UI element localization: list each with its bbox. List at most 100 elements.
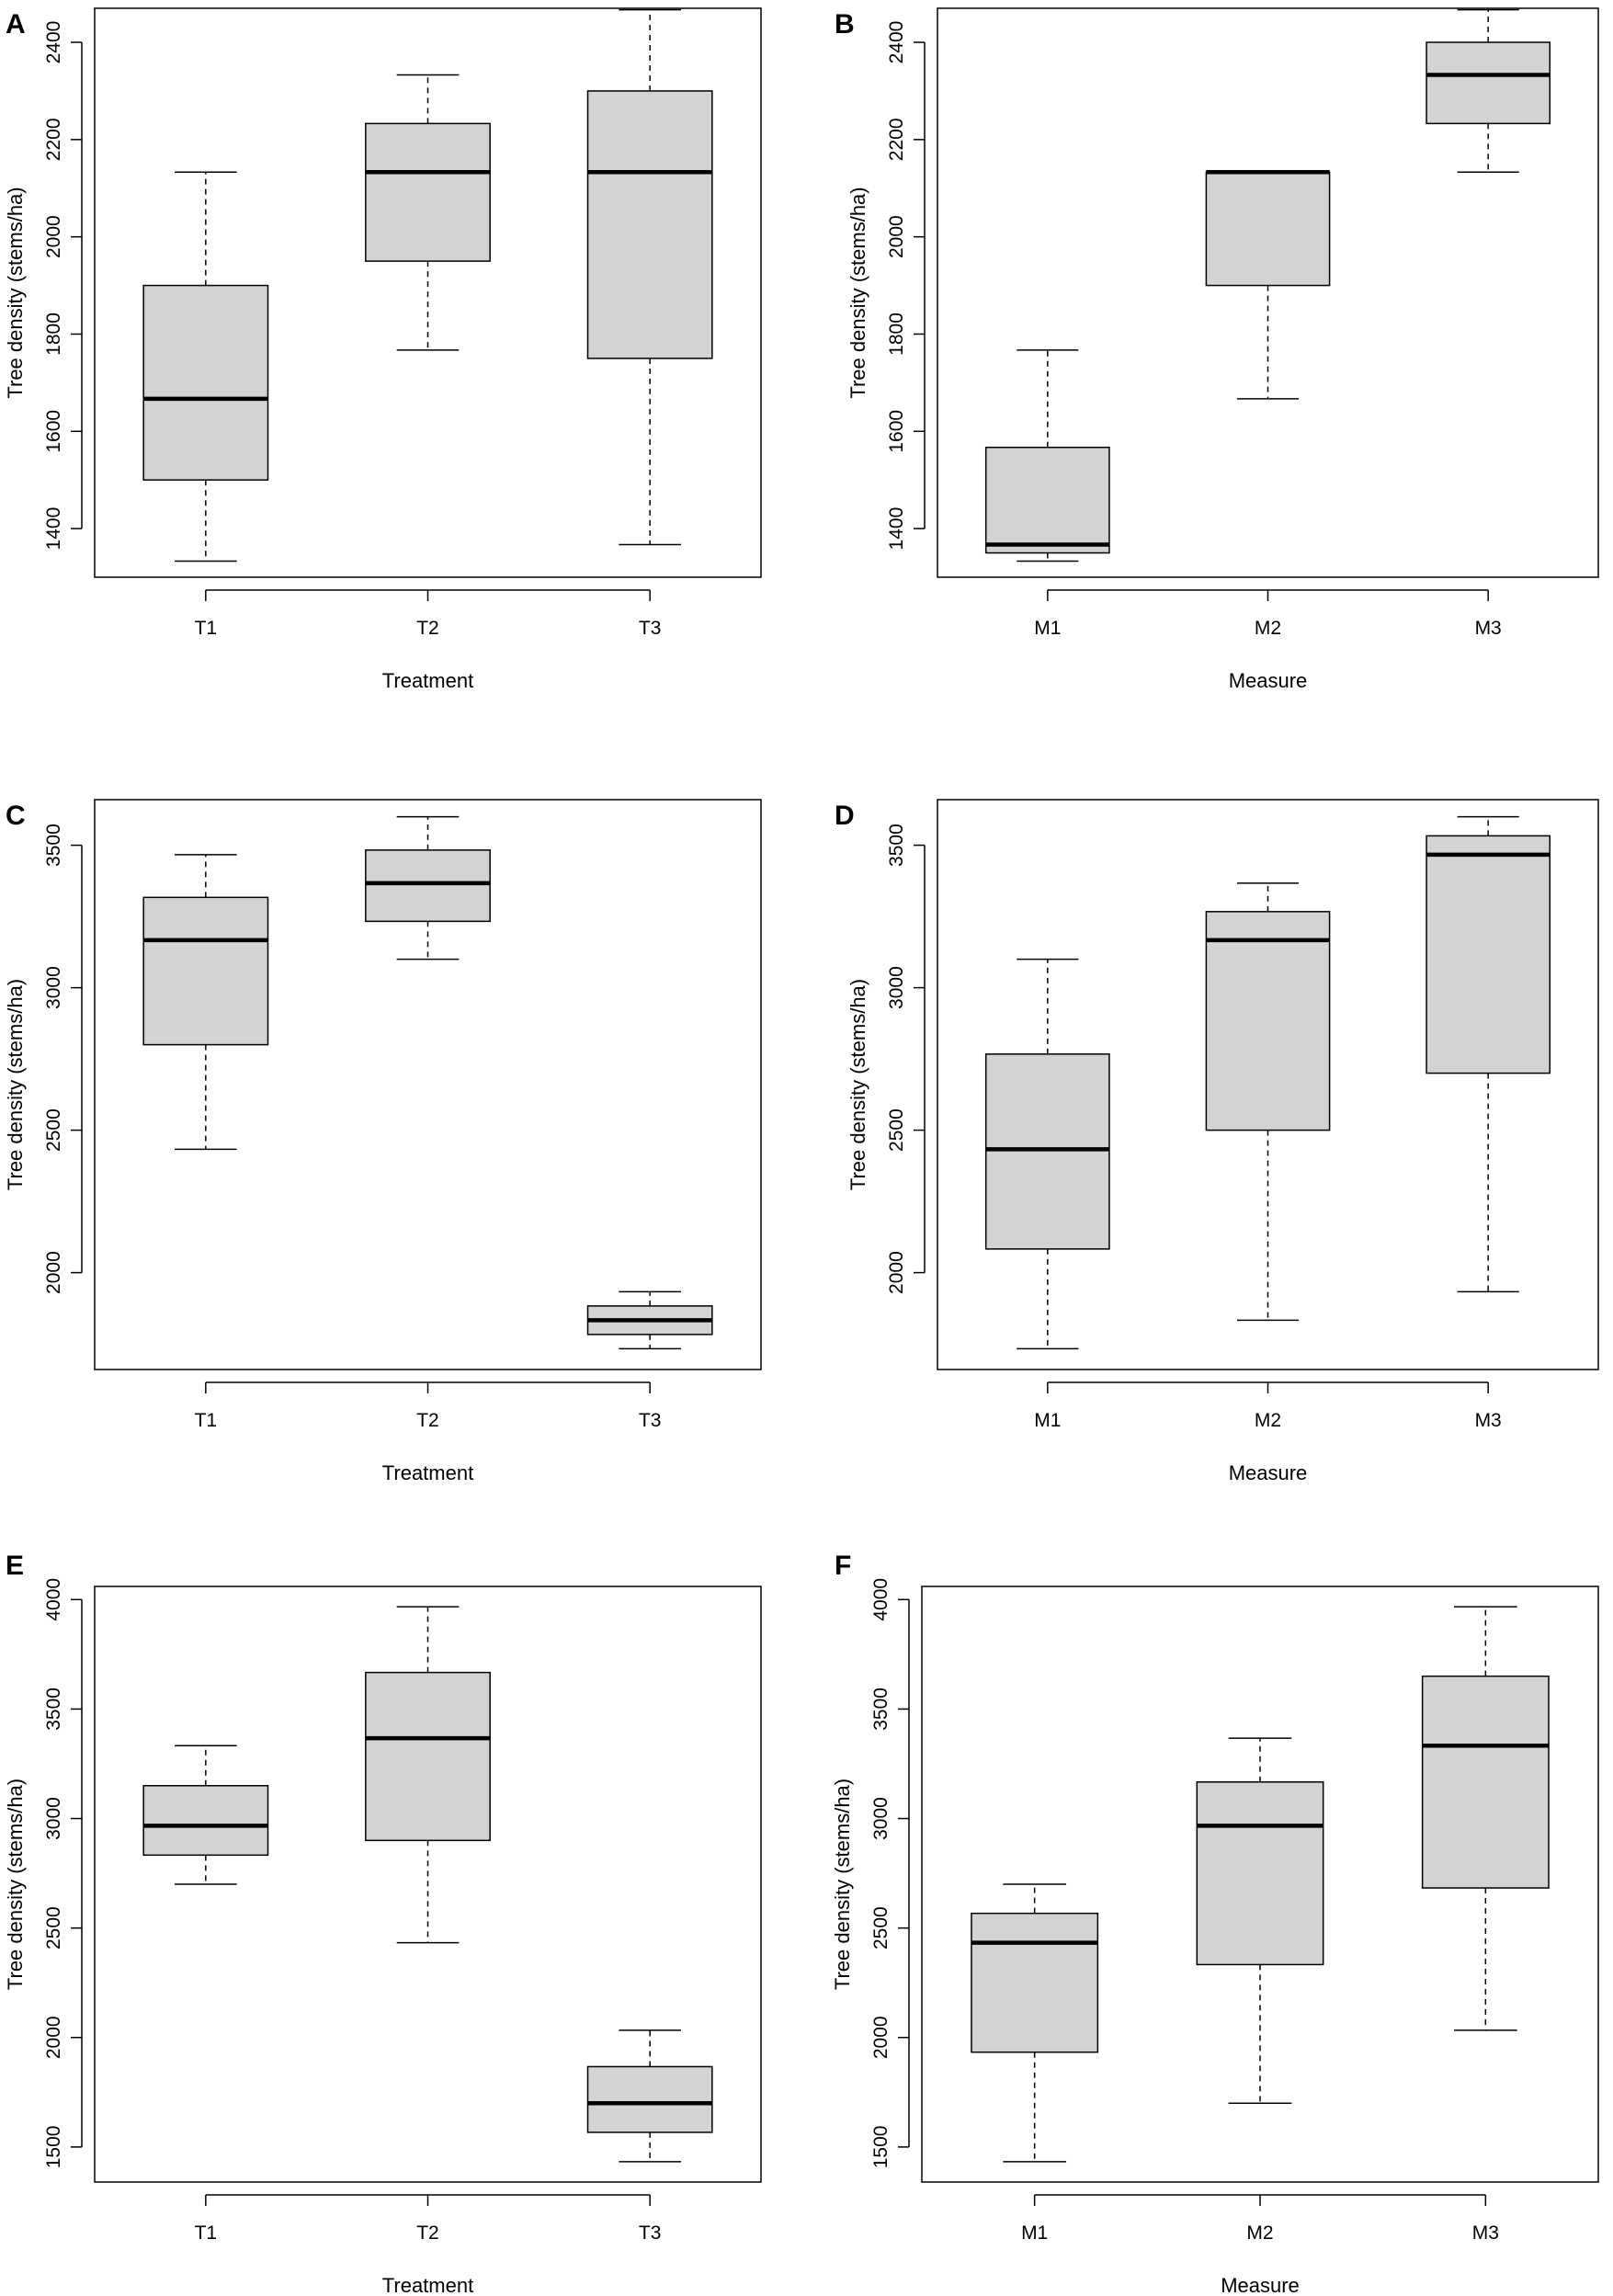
panel-letter: E [6,1551,24,1581]
box-m3 [1421,1606,1550,2031]
y-tick-label: 3500 [43,824,64,867]
y-tick-label: 2000 [43,215,64,258]
x-axis-title: Treatment [382,1461,473,1484]
x-tick-label: M2 [1255,618,1281,639]
y-tick-label: 2000 [43,2016,64,2059]
y-tick-label: 2500 [43,1108,64,1152]
y-tick-label: 2400 [886,21,907,64]
panel-letter: B [835,9,855,40]
x-tick-label: M1 [1021,2222,1048,2244]
y-tick-label: 1600 [886,410,907,453]
y-tick-label: 1500 [870,2126,892,2169]
x-tick-label: M2 [1246,2222,1273,2244]
x-tick-label: M3 [1475,618,1502,639]
y-tick-label: 2500 [886,1108,907,1152]
y-tick-label: 2200 [886,118,907,161]
y-tick-label: 4000 [43,1578,64,1621]
box-t3 [586,8,713,546]
x-tick-label: M2 [1255,1410,1281,1431]
y-axis-title: Tree density (stems/ha) [846,979,869,1190]
iqr-box [1205,171,1331,287]
y-tick-label: 2000 [886,215,907,258]
x-axis-title: Treatment [382,2274,473,2296]
panel-letter: A [6,9,26,40]
panel-e: E T1 T2 T3 Treatment 1500 2000 2500 3000 3500 4000… [4,1551,762,2296]
y-tick-label: 3000 [886,966,907,1009]
y-tick-label: 2500 [43,1906,64,1949]
box-m2 [1205,882,1331,1322]
x-axis-title: Measure [1229,669,1308,692]
iqr-box [365,122,491,262]
box-t1 [142,171,269,563]
box-m2 [1205,170,1331,400]
y-tick-label: 3500 [886,824,907,867]
iqr-box [971,1912,1099,2053]
box-t1 [142,854,269,1151]
y-tick-label: 1400 [43,507,64,551]
y-axis-title: Tree density (stems/ha) [846,187,869,398]
y-tick-label: 2500 [870,1906,892,1949]
y-tick-label: 2000 [886,1251,907,1294]
x-axis-title: Measure [1229,1461,1308,1484]
box-m3 [1426,8,1551,174]
iqr-box [142,1785,269,1857]
x-tick-label: T2 [416,618,439,639]
y-tick-label: 3000 [870,1797,892,1840]
y-tick-label: 1800 [43,313,64,356]
iqr-box [142,284,269,481]
iqr-box [586,90,713,359]
iqr-box [1196,1780,1324,1966]
x-tick-label: M1 [1034,618,1061,639]
y-tick-label: 3000 [43,966,64,1009]
plot-frame [921,1586,1599,2183]
panel-letter: D [835,801,855,831]
x-tick-label: T1 [195,618,218,639]
panel-a: A T1 T2 T3 Treatment 1400 1600 1800 2000 2200 2400… [4,7,762,692]
x-tick-label: T1 [195,1410,218,1431]
box-t3 [586,1290,713,1350]
x-tick-label: M3 [1472,2222,1499,2244]
plot-frame [94,7,762,578]
iqr-box [1421,1675,1550,1889]
y-tick-label: 1600 [43,410,64,453]
box-m1 [971,1883,1099,2163]
iqr-box [142,896,269,1046]
x-tick-label: T3 [639,1410,662,1431]
panel-letter: C [6,801,26,831]
box-m1 [984,349,1110,563]
y-tick-label: 1400 [886,507,907,551]
iqr-box [1205,911,1331,1131]
box-t3 [586,2029,713,2163]
x-tick-label: M3 [1475,1410,1502,1431]
y-tick-label: 2000 [43,1251,64,1294]
x-axis-title: Measure [1221,2274,1300,2296]
y-tick-label: 1500 [43,2126,64,2169]
box-t1 [142,1745,269,1885]
x-tick-label: T2 [416,2222,439,2244]
x-axis-title: Treatment [382,669,473,692]
iqr-box [984,1053,1110,1250]
iqr-box [1426,41,1551,125]
iqr-box [365,849,491,923]
panel-f: F M1 M2 M3 Measure 1500 2000 2500 3000 3500 4000 Tr… [831,1551,1599,2296]
box-t2 [365,815,491,960]
panel-b: B M1 M2 M3 Measure 1400 1600 1800 2000 2200 2400 Tr… [835,7,1599,692]
y-tick-label: 4000 [870,1578,892,1621]
iqr-box [586,2065,713,2133]
x-tick-label: M1 [1034,1410,1061,1431]
y-tick-label: 1800 [886,313,907,356]
y-axis-title: Tree density (stems/ha) [4,187,27,398]
x-tick-label: T3 [639,2222,662,2244]
plot-frame [94,1586,762,2183]
y-tick-label: 2000 [870,2016,892,2059]
y-axis-title: Tree density (stems/ha) [831,1779,854,1990]
plot-frame [94,799,762,1370]
y-tick-label: 2400 [43,21,64,64]
x-tick-label: T2 [416,1410,439,1431]
box-m3 [1426,815,1551,1293]
iqr-box [1426,835,1551,1074]
iqr-box [984,446,1110,554]
iqr-box [365,1671,491,1842]
x-tick-label: T1 [195,2222,218,2244]
